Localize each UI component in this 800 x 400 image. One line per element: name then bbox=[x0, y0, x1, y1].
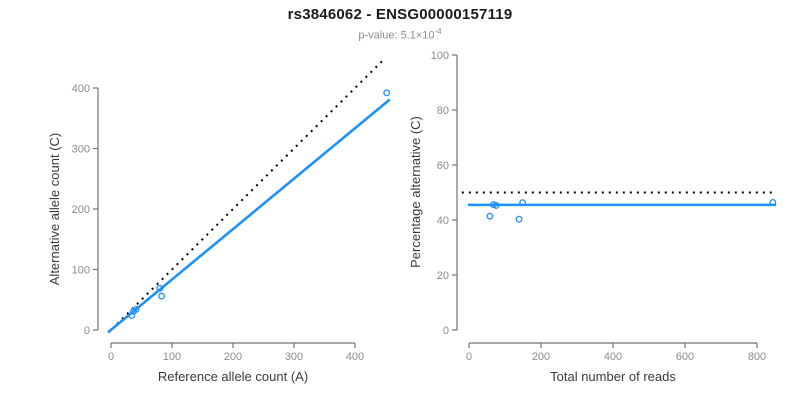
right-y-tick-label: 40 bbox=[437, 215, 449, 227]
right-y-tick-label: 20 bbox=[437, 270, 449, 282]
pvalue-exponent: -4 bbox=[434, 27, 442, 36]
left-x-tick-label: 400 bbox=[346, 351, 364, 363]
right-x-tick-label: 800 bbox=[748, 351, 766, 363]
right-y-tick-label: 0 bbox=[443, 325, 449, 337]
right-data-point bbox=[492, 201, 500, 209]
left-y-tick-label: 400 bbox=[72, 83, 90, 95]
right-x-tick-label: 0 bbox=[466, 351, 472, 363]
left-x-axis-label: Reference allele count (A) bbox=[158, 369, 308, 384]
left-data-point bbox=[132, 305, 140, 313]
left-plot-panel: 0 100 200 300 400 0 100 200 300 400 Reference all… bbox=[47, 58, 391, 384]
right-y-axis-label: Percentage alternative (C) bbox=[408, 116, 423, 268]
figure-title: rs3846062 - ENSG00000157119 bbox=[287, 6, 513, 23]
left-data-point bbox=[383, 89, 391, 97]
left-x-tick-label: 0 bbox=[108, 351, 114, 363]
left-x-tick-label: 100 bbox=[163, 351, 181, 363]
left-data-point bbox=[156, 284, 164, 292]
left-y-tick-label: 100 bbox=[72, 265, 90, 277]
right-y-tick-label: 100 bbox=[431, 50, 449, 62]
right-y-tick-label: 80 bbox=[437, 105, 449, 117]
right-x-tick-label: 600 bbox=[676, 351, 694, 363]
right-plot-panel: 0 20 40 60 80 100 0 200 400 600 800 Total number o… bbox=[408, 50, 777, 384]
left-y-tick-label: 200 bbox=[72, 204, 90, 216]
left-identity-line bbox=[116, 58, 385, 325]
pvalue-base: 5.1×10 bbox=[400, 29, 435, 42]
figure-subtitle: p-value: 5.1×10-4 bbox=[0, 27, 800, 42]
left-data-marks bbox=[107, 58, 391, 334]
right-x-tick-label: 200 bbox=[532, 351, 550, 363]
left-y-tick-label: 0 bbox=[84, 325, 90, 337]
right-data-point bbox=[515, 215, 523, 223]
right-x-axis-label: Total number of reads bbox=[550, 369, 676, 384]
left-y-tick-label: 300 bbox=[72, 144, 90, 156]
right-data-point bbox=[486, 212, 494, 220]
right-data-marks bbox=[461, 191, 777, 223]
left-axes: 0 100 200 300 400 0 100 200 300 400 bbox=[72, 83, 365, 363]
left-data-point bbox=[158, 292, 166, 300]
right-y-tick-label: 60 bbox=[437, 160, 449, 172]
right-data-point bbox=[519, 199, 527, 207]
left-x-tick-label: 200 bbox=[224, 351, 242, 363]
left-fit-line bbox=[107, 98, 391, 334]
right-data-point bbox=[769, 198, 777, 206]
pvalue-label: p-value: bbox=[358, 29, 401, 42]
right-axes: 0 20 40 60 80 100 0 200 400 600 800 bbox=[431, 50, 767, 363]
left-y-axis-label: Alternative allele count (C) bbox=[47, 133, 62, 285]
left-x-tick-label: 300 bbox=[285, 351, 303, 363]
right-x-tick-label: 400 bbox=[604, 351, 622, 363]
